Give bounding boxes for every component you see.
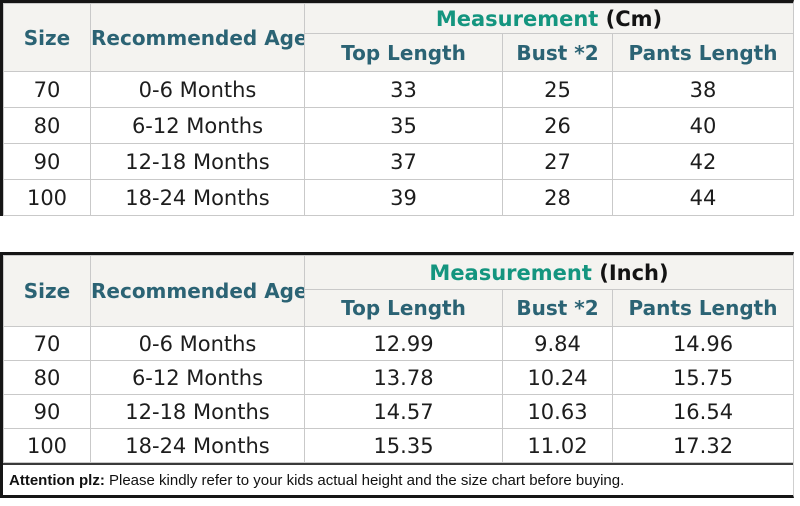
cm-size-header: Size: [3, 3, 91, 72]
bust-cell: 11.02: [502, 428, 613, 463]
top-length-cell: 12.99: [304, 326, 503, 361]
bust-cell: 25: [502, 71, 613, 108]
cm-table-row: 80 6-12 Months 35 26 40: [3, 107, 794, 144]
size-cell: 100: [3, 179, 91, 216]
inch-pants-length-header: Pants Length: [611, 289, 795, 327]
age-cell: 0-6 Months: [90, 71, 305, 108]
inch-measurement-unit: (Inch): [599, 260, 669, 285]
cm-table-row: 100 18-24 Months 39 28 44: [3, 179, 794, 216]
table-spacer: [0, 216, 800, 252]
cm-measurement-header: Measurement (Cm): [304, 3, 794, 34]
pants-length-cell: 14.96: [611, 326, 795, 361]
size-cell: 100: [3, 428, 91, 463]
cm-bust-header: Bust *2: [502, 33, 613, 72]
cm-size-table: Size Recommended Age Measurement (Cm) To…: [3, 3, 794, 216]
inch-table-block: Size Recommended Age Measurement (Inch) …: [0, 252, 795, 498]
attention-note-text: Please kindly refer to your kids actual …: [108, 471, 625, 489]
size-cell: 80: [3, 360, 91, 395]
inch-size-header: Size: [3, 255, 91, 327]
cm-table-row: 70 0-6 Months 33 25 38: [3, 71, 794, 108]
pants-length-cell: 17.32: [611, 428, 795, 463]
cm-table-block: Size Recommended Age Measurement (Cm) To…: [0, 0, 794, 216]
top-length-cell: 37: [304, 143, 503, 180]
cm-table-row: 90 12-18 Months 37 27 42: [3, 143, 794, 180]
inch-measurement-header: Measurement (Inch): [303, 255, 795, 290]
bust-cell: 26: [502, 107, 613, 144]
pants-length-cell: 16.54: [611, 394, 795, 429]
size-cell: 90: [3, 394, 91, 429]
inch-age-header: Recommended Age: [90, 255, 305, 327]
top-length-cell: 39: [304, 179, 503, 216]
top-length-cell: 13.78: [304, 360, 503, 395]
cm-pants-length-header: Pants Length: [612, 33, 794, 72]
inch-bust-header: Bust *2: [502, 289, 613, 327]
pants-length-cell: 44: [612, 179, 794, 216]
size-cell: 70: [3, 326, 91, 361]
cm-measurement-unit: (Cm): [605, 6, 663, 31]
age-cell: 6-12 Months: [90, 107, 305, 144]
pants-length-cell: 42: [612, 143, 794, 180]
attention-note: Attention plz: Please kindly refer to yo…: [3, 463, 793, 495]
inch-table-row: 90 12-18 Months 14.57 10.63 16.54: [3, 394, 795, 429]
top-length-cell: 14.57: [304, 394, 503, 429]
inch-size-table: Size Recommended Age Measurement (Inch) …: [3, 255, 795, 463]
age-cell: 18-24 Months: [90, 428, 305, 463]
age-cell: 12-18 Months: [90, 143, 305, 180]
pants-length-cell: 15.75: [611, 360, 795, 395]
inch-table-row: 100 18-24 Months 15.35 11.02 17.32: [3, 428, 795, 463]
size-cell: 90: [3, 143, 91, 180]
age-cell: 0-6 Months: [90, 326, 305, 361]
cm-age-header: Recommended Age: [90, 3, 305, 72]
top-length-cell: 35: [304, 107, 503, 144]
age-cell: 18-24 Months: [90, 179, 305, 216]
top-length-cell: 33: [304, 71, 503, 108]
cm-top-length-header: Top Length: [304, 33, 503, 72]
size-cell: 80: [3, 107, 91, 144]
cm-measurement-label: Measurement: [435, 6, 599, 31]
inch-top-length-header: Top Length: [304, 289, 503, 327]
inch-table-row: 70 0-6 Months 12.99 9.84 14.96: [3, 326, 795, 361]
bust-cell: 27: [502, 143, 613, 180]
bust-cell: 28: [502, 179, 613, 216]
bust-cell: 10.24: [502, 360, 613, 395]
pants-length-cell: 38: [612, 71, 794, 108]
age-cell: 6-12 Months: [90, 360, 305, 395]
size-cell: 70: [3, 71, 91, 108]
attention-note-label: Attention plz:: [9, 471, 105, 489]
pants-length-cell: 40: [612, 107, 794, 144]
top-length-cell: 15.35: [304, 428, 503, 463]
age-cell: 12-18 Months: [90, 394, 305, 429]
bust-cell: 9.84: [502, 326, 613, 361]
bust-cell: 10.63: [502, 394, 613, 429]
inch-measurement-label: Measurement: [429, 260, 592, 285]
inch-table-row: 80 6-12 Months 13.78 10.24 15.75: [3, 360, 795, 395]
